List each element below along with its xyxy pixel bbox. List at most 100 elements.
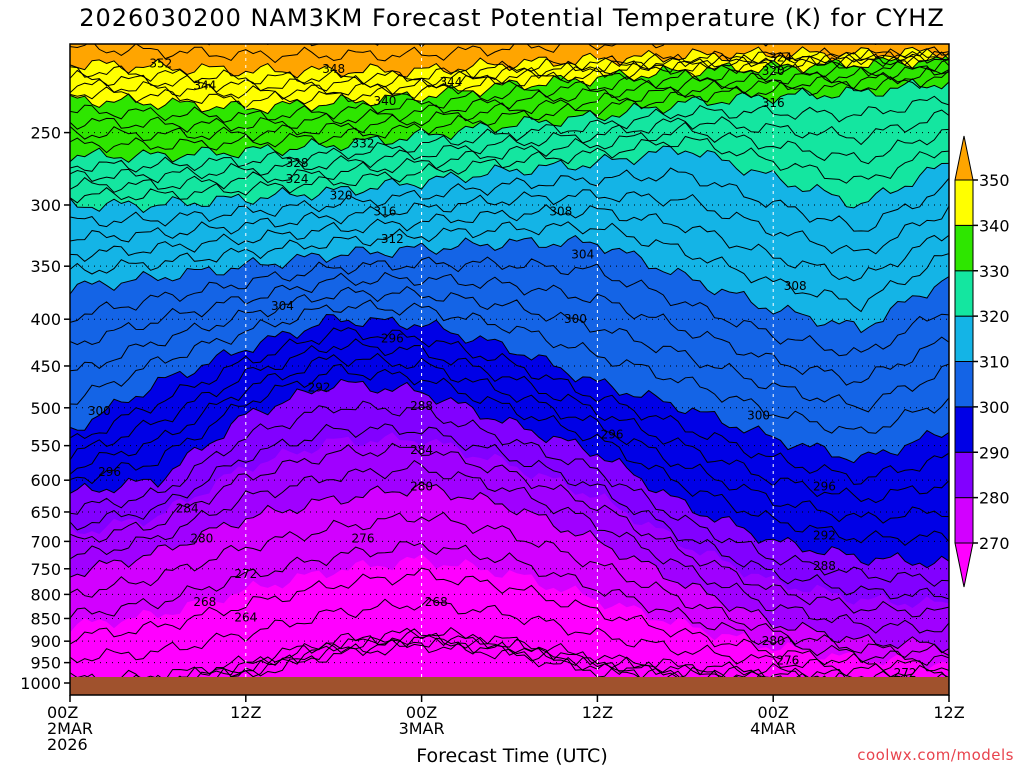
- x-tick-label: 2MAR: [47, 719, 93, 738]
- colorbar-segment-340: [954, 179, 974, 226]
- y-tick-label: 600: [30, 471, 61, 490]
- y-axis: 250 300 350 400 450 500 550 600 650 700 750 800 850 9…: [20, 124, 70, 693]
- colorbar-segment-310: [954, 315, 974, 362]
- x-tick-label: 4MAR: [750, 719, 796, 738]
- contour-label: 352: [149, 56, 172, 70]
- contour-label: 344: [193, 78, 216, 92]
- contour-274: [70, 567, 949, 672]
- contour-334: [70, 66, 949, 142]
- contour-308: [70, 256, 949, 357]
- y-tick-label: 900: [30, 632, 61, 651]
- colorbar-bottom-triangle: [954, 542, 974, 588]
- x-tick-label: 2026: [47, 735, 88, 754]
- contour-label: 320: [330, 189, 353, 203]
- contour-label: 316: [762, 96, 785, 110]
- x-tick-label: 12Z: [582, 703, 613, 722]
- x-axis-title: Forecast Time (UTC): [416, 745, 608, 767]
- contour-338: [70, 59, 949, 123]
- contour-label: 300: [564, 312, 587, 326]
- colorbar-label: 300: [979, 398, 1010, 417]
- contour-312: [70, 221, 949, 313]
- fill-band-350: [70, 44, 949, 79]
- y-tick-label: 500: [30, 399, 61, 418]
- contour-label: 324: [769, 51, 792, 65]
- contour-label: 340: [374, 94, 397, 108]
- contour-label: 280: [762, 634, 785, 648]
- y-tick-label: 450: [30, 357, 61, 376]
- credit-text: coolwx.com/models: [857, 746, 1014, 764]
- contour-label: 292: [308, 380, 331, 394]
- colorbar-segment-330: [954, 224, 974, 272]
- x-tick-label: 12Z: [933, 703, 964, 722]
- colorbar-label: 280: [979, 489, 1010, 508]
- contour-328: [70, 95, 949, 173]
- contour-318: [70, 167, 949, 232]
- plot-frame: [69, 43, 950, 696]
- colorbar-top-triangle: [954, 135, 974, 181]
- contour-350: [70, 46, 949, 79]
- colorbar-segment-290: [954, 406, 974, 453]
- theta-contour-layer: [70, 44, 949, 677]
- grid-layer: [70, 44, 949, 677]
- contour-label: 308: [549, 205, 572, 219]
- contour-label: 296: [813, 480, 836, 494]
- contour-label: 272: [234, 567, 257, 581]
- contour-label: 324: [286, 172, 309, 186]
- x-tick-label: 3MAR: [399, 719, 445, 738]
- contour-324: [70, 121, 949, 193]
- contour-label: 348: [322, 62, 345, 76]
- y-tick-label: 650: [30, 503, 61, 522]
- colorbar-segment-320: [954, 270, 974, 317]
- contour-label: 300: [88, 404, 111, 418]
- y-tick-label: 550: [30, 437, 61, 456]
- contour-label: 276: [776, 654, 799, 668]
- contour-label: 296: [98, 465, 121, 479]
- chart-title: 2026030200 NAM3KM Forecast Potential Tem…: [79, 4, 945, 32]
- contour-label: 332: [352, 137, 375, 151]
- y-tick-label: 1000: [20, 674, 61, 693]
- contour-278: [70, 511, 949, 658]
- y-tick-label: 350: [30, 257, 61, 276]
- contour-300: [70, 313, 949, 464]
- y-tick-label: 750: [30, 560, 61, 579]
- contour-264: [178, 637, 827, 677]
- contour-298: [70, 327, 949, 485]
- y-tick-label: 800: [30, 585, 61, 604]
- contour-label: 272: [894, 666, 917, 680]
- contour-354: [206, 44, 426, 48]
- contour-352: [70, 44, 877, 64]
- contour-280: [70, 481, 949, 654]
- y-tick-label: 950: [30, 654, 61, 673]
- contour-label: 304: [271, 299, 294, 313]
- contour-label: 280: [190, 532, 213, 546]
- contour-272: [70, 597, 947, 677]
- x-tick-label: 00Z: [47, 703, 78, 722]
- colorbar-label: 340: [979, 216, 1010, 235]
- contour-label: 268: [425, 595, 448, 609]
- contour-306: [70, 271, 949, 386]
- contour-342: [70, 51, 949, 109]
- y-tick-label: 400: [30, 310, 61, 329]
- contour-label: 292: [813, 529, 836, 543]
- x-tick-label: 12Z: [230, 703, 261, 722]
- contour-314: [70, 204, 949, 282]
- contour-296: [70, 338, 949, 504]
- ground-band: [70, 677, 949, 695]
- colorbar-label: 290: [979, 443, 1010, 462]
- contour-262: [229, 640, 739, 677]
- contour-label: 284: [176, 501, 199, 515]
- contour-290: [70, 378, 949, 569]
- contour-270: [70, 626, 949, 677]
- contour-label: 312: [381, 232, 404, 246]
- contour-label: 316: [374, 205, 397, 219]
- contour-label: 288: [410, 399, 433, 413]
- contour-320: [70, 145, 949, 214]
- colorbar-label: 320: [979, 307, 1010, 326]
- contour-340: [70, 51, 949, 115]
- contour-330: [70, 78, 949, 163]
- contour-label: 264: [234, 611, 257, 625]
- contour-label: 308: [784, 279, 807, 293]
- y-tick-label: 850: [30, 609, 61, 628]
